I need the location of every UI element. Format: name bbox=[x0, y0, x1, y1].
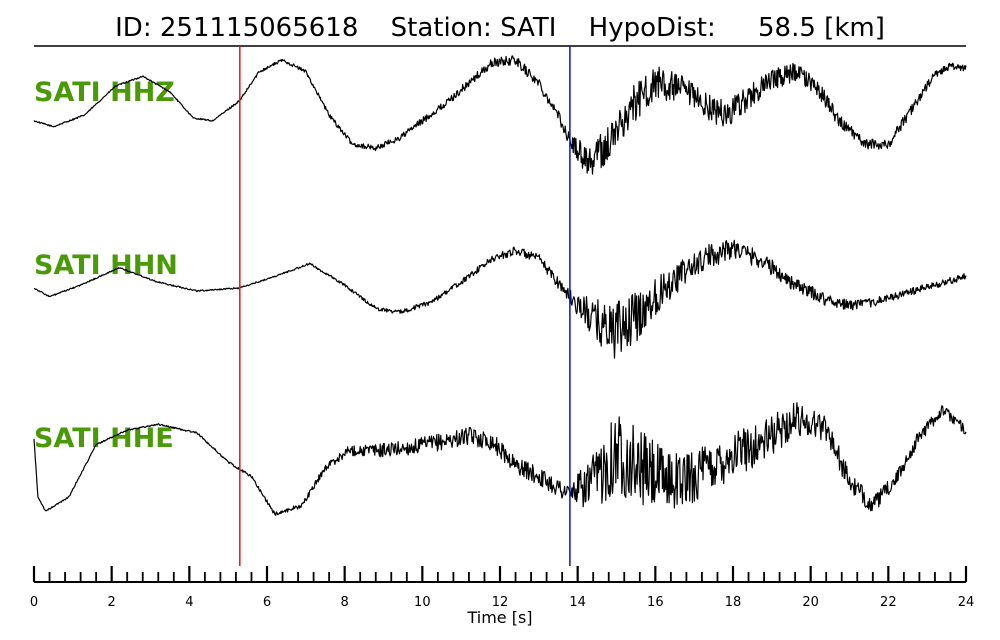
trace-hhz bbox=[33, 55, 967, 175]
channel-label-hhz: SATI HHZ bbox=[34, 77, 175, 108]
x-tick-label: 16 bbox=[647, 595, 664, 610]
title-event-id: ID: 251115065618 bbox=[115, 13, 358, 43]
x-tick-label: 6 bbox=[263, 595, 271, 610]
x-tick-label: 18 bbox=[725, 595, 742, 610]
x-tick-label: 2 bbox=[108, 595, 116, 610]
trace-hhe bbox=[33, 402, 967, 516]
title-hypodist-label: HypoDist: bbox=[589, 13, 716, 43]
x-tick-label: 0 bbox=[30, 595, 38, 610]
x-tick-label: 24 bbox=[958, 595, 975, 610]
x-axis-label: Time [s] bbox=[466, 608, 532, 627]
x-tick-label: 20 bbox=[802, 595, 819, 610]
x-tick-label: 14 bbox=[569, 595, 586, 610]
channel-label-hhn: SATI HHN bbox=[34, 250, 178, 281]
title-station: Station: SATI bbox=[391, 13, 557, 43]
x-axis: 0 2 4 6 8 10 12 14 16 18 20 22 24 bbox=[30, 566, 974, 610]
title-hypodist-value: 58.5 [km] bbox=[758, 13, 885, 43]
x-tick-label: 22 bbox=[880, 595, 897, 610]
x-tick-label: 12 bbox=[492, 595, 509, 610]
trace-hhn bbox=[33, 239, 967, 359]
x-tick-label: 8 bbox=[341, 595, 349, 610]
chart-title: ID: 251115065618 Station: SATI HypoDist:… bbox=[115, 13, 885, 43]
channel-label-hhe: SATI HHE bbox=[34, 423, 174, 454]
x-tick-label: 10 bbox=[414, 595, 431, 610]
x-tick-label: 4 bbox=[185, 595, 193, 610]
